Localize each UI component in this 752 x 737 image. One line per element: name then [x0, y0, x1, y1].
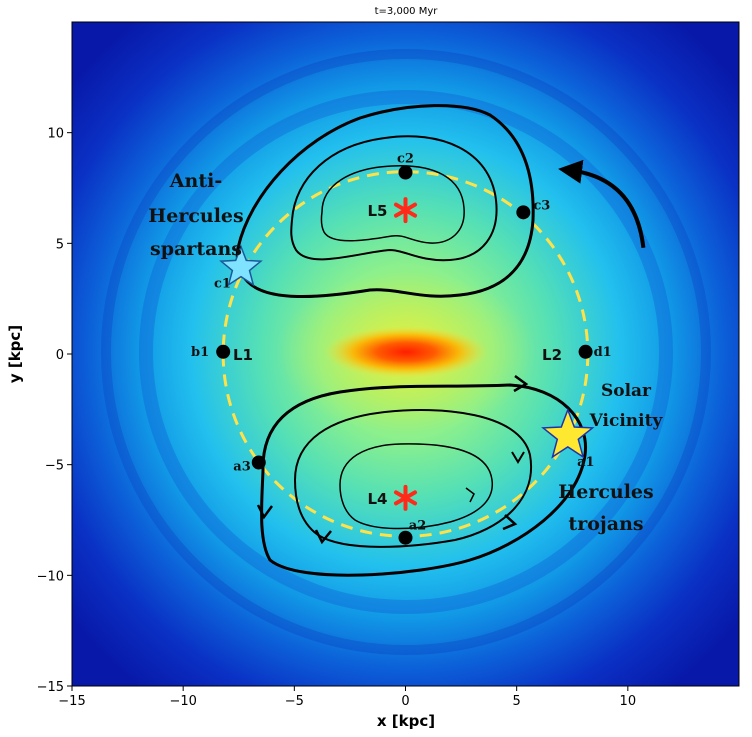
- point-label-c2: c2: [397, 152, 414, 167]
- x-tick-label: −5: [285, 694, 304, 709]
- l4-orbit-inner: [339, 443, 493, 530]
- lagrange-label-L1: L1: [233, 346, 253, 364]
- point-c2: [398, 165, 413, 180]
- anti-hercules-label: Anti- Hercules spartans: [148, 170, 243, 260]
- hercules-trojans-label: Hercules trojans: [558, 481, 653, 535]
- point-label-d1: d1: [594, 345, 612, 360]
- y-axis: −15 −10 −5 0 5 10: [37, 127, 72, 695]
- central-bar: [324, 326, 488, 378]
- y-tick-label: −5: [45, 459, 64, 474]
- plot-title: t=3,000 Myr: [375, 6, 439, 17]
- orbit-arrow: [314, 529, 332, 545]
- rotation-arrow: [558, 159, 646, 248]
- point-label-b1: b1: [191, 345, 209, 360]
- solar-vicinity-label: Solar Vicinity: [589, 381, 664, 431]
- y-tick-label: 10: [47, 127, 64, 142]
- point-label-a2: a2: [409, 519, 426, 534]
- x-tick-label: 5: [513, 694, 521, 709]
- solar-line1: Solar: [601, 381, 652, 401]
- orbit-arrow: [502, 514, 518, 531]
- lagrange-label-L2: L2: [542, 346, 562, 364]
- lagrange-marker-L4: [393, 484, 418, 511]
- lagrange-label-L5: L5: [368, 202, 388, 220]
- y-axis-label: y [kpc]: [6, 325, 24, 383]
- star-label-a1: a1: [577, 455, 594, 470]
- x-tick-label: 0: [401, 694, 409, 709]
- y-tick-label: −15: [37, 680, 64, 695]
- point-c3: [516, 205, 531, 220]
- x-tick-label: −10: [169, 694, 196, 709]
- solar-line2: Vicinity: [589, 411, 664, 431]
- overlay: [216, 104, 646, 577]
- l5-orbit-middle: [290, 135, 498, 262]
- anti-hercules-line2: Hercules: [148, 205, 243, 227]
- orbit-arrow: [465, 487, 475, 503]
- point-label-a3: a3: [233, 459, 250, 474]
- x-axis-label: x [kpc]: [377, 712, 435, 730]
- anti-hercules-line1: Anti-: [169, 170, 222, 192]
- star-c1: [219, 244, 263, 287]
- orbit-arrow: [513, 374, 529, 393]
- orbit-arrow: [256, 504, 274, 520]
- point-label-c3: c3: [533, 198, 550, 213]
- l4-orbit-outer: [260, 383, 588, 577]
- hercules-line1: Hercules: [558, 481, 653, 503]
- l5-orbit-outer: [235, 104, 535, 298]
- orbit-arrow: [511, 451, 525, 464]
- y-tick-label: 0: [56, 348, 64, 363]
- point-a3: [251, 455, 266, 470]
- point-d1: [578, 344, 593, 359]
- star-a1: [541, 407, 595, 459]
- star-label-c1: c1: [214, 277, 231, 292]
- y-tick-label: −10: [37, 569, 64, 584]
- anti-hercules-line3: spartans: [150, 238, 242, 260]
- hercules-line2: trojans: [568, 513, 643, 535]
- x-axis: −15 −10 −5 0 5 10: [58, 686, 636, 709]
- point-a2: [398, 530, 413, 545]
- point-b1: [216, 344, 231, 359]
- y-tick-label: 5: [56, 237, 64, 252]
- l5-orbit-inner: [320, 165, 465, 244]
- x-tick-label: −15: [58, 694, 85, 709]
- x-tick-label: 10: [620, 694, 637, 709]
- lagrange-label-L4: L4: [368, 490, 388, 508]
- lagrange-marker-L5: [393, 197, 418, 224]
- density-map: [72, 22, 739, 686]
